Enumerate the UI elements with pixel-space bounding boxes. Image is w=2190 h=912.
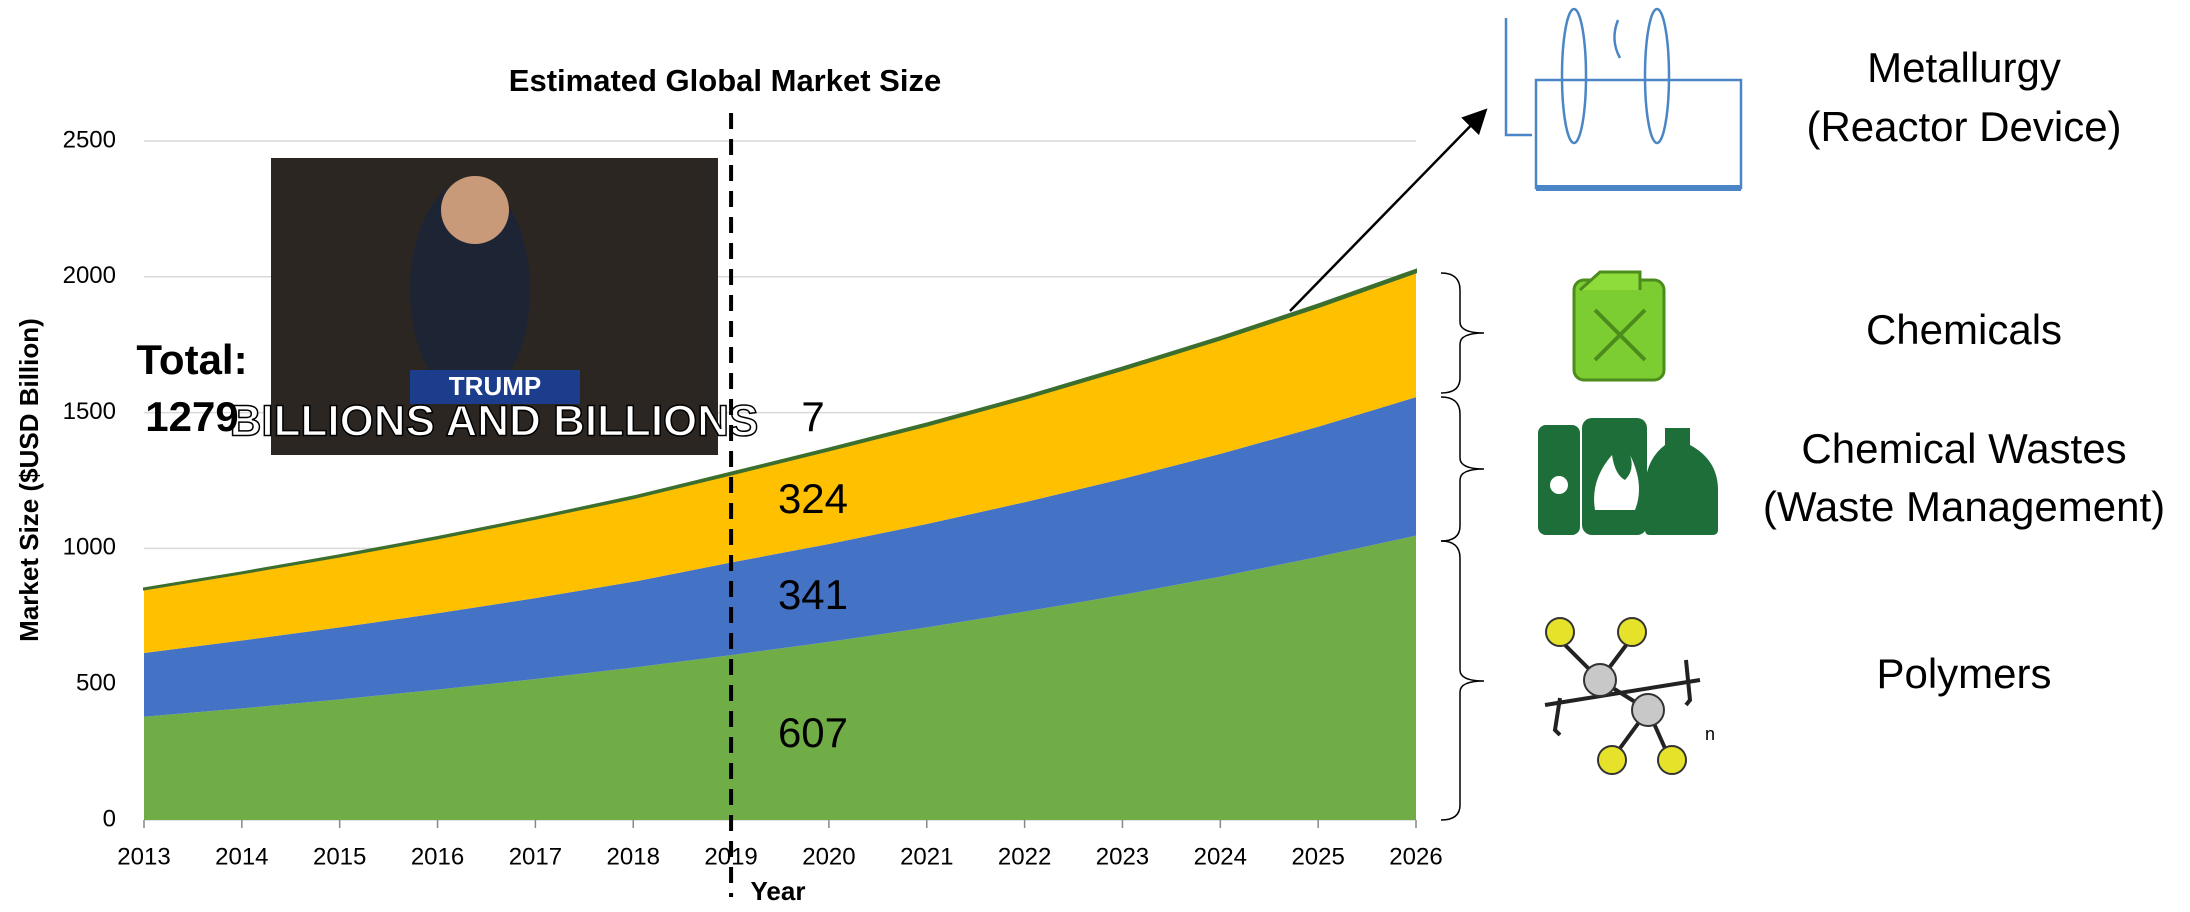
- legend-label: Metallurgy: [1867, 44, 2061, 91]
- image-figure: [410, 180, 530, 400]
- value-label: 324: [778, 475, 848, 522]
- atom: [1545, 617, 1575, 647]
- braces: [1440, 272, 1485, 821]
- x-tick-label: 2014: [215, 843, 268, 870]
- brace: [1440, 272, 1485, 394]
- y-tick-label: 500: [76, 670, 116, 697]
- arrow: [1289, 108, 1488, 312]
- x-tick-label: 2023: [1096, 843, 1149, 870]
- x-tick-label: 2013: [117, 843, 170, 870]
- subscript: n: [1705, 724, 1715, 744]
- area: [143, 268, 1417, 591]
- atom: [1583, 663, 1617, 697]
- legend-label: Polymers: [1876, 650, 2051, 697]
- flame: [1594, 455, 1639, 510]
- waste-icon: [1538, 418, 1718, 535]
- legend-label: Chemical Wastes: [1801, 425, 2126, 472]
- y-tick-label: 2000: [63, 262, 116, 289]
- areas: [143, 268, 1417, 820]
- brace: [1440, 396, 1485, 542]
- reactor-disk: [1643, 7, 1671, 145]
- reactor-arrow: [1613, 19, 1622, 59]
- bracket: [1552, 697, 1562, 737]
- chart-title: Estimated Global Market Size: [509, 63, 941, 98]
- total-label: Total:: [136, 336, 247, 383]
- atom: [1631, 693, 1665, 727]
- x-tick-label: 2026: [1389, 843, 1442, 870]
- atom: [1617, 617, 1647, 647]
- reactor-icon: [1504, 7, 1743, 191]
- total-value: 1279: [145, 393, 238, 440]
- skull: [1550, 476, 1568, 494]
- x-tick-label: 2024: [1194, 843, 1247, 870]
- atom: [1597, 745, 1627, 775]
- x-tick-label: 2020: [802, 843, 855, 870]
- value-label: 607: [778, 709, 848, 756]
- brace: [1440, 540, 1485, 821]
- y-axis-label: Market Size ($USD Billion): [14, 318, 44, 642]
- x-tick-label: 2021: [900, 843, 953, 870]
- value-label: 7: [801, 393, 824, 440]
- legend-note: (Reactor Device): [1806, 103, 2121, 150]
- image-podium: [410, 370, 580, 404]
- y-tick-label: 1000: [63, 534, 116, 561]
- jerrycan-icon: [1572, 270, 1666, 382]
- image-sign: TRUMP: [449, 371, 541, 401]
- x-tick-label: 2016: [411, 843, 464, 870]
- y-tick-label: 0: [103, 805, 116, 832]
- can-mark: [1593, 308, 1647, 362]
- bracket: [1684, 659, 1693, 707]
- x-tick-label: 2015: [313, 843, 366, 870]
- x-axis-label: Year: [751, 876, 806, 906]
- area: [144, 535, 1416, 820]
- x-tick-label: 2022: [998, 843, 1051, 870]
- legend: Polymers Chemical Wastes (Waste Management…: [1763, 44, 2165, 697]
- x-tick-label: 2025: [1291, 843, 1344, 870]
- polymer-icon: n: [1544, 617, 1715, 775]
- reactor-disk: [1560, 7, 1588, 145]
- meme-image: TRUMP BILLIONS AND BILLIONS: [229, 158, 759, 455]
- y-tick-label: 2500: [63, 126, 116, 153]
- value-label: 341: [778, 571, 848, 618]
- can-body: [1572, 278, 1666, 382]
- can-top: [1578, 270, 1642, 292]
- area: [144, 397, 1416, 717]
- x-tick-label: 2018: [607, 843, 660, 870]
- image-caption: BILLIONS AND BILLIONS: [230, 397, 759, 446]
- bottle: [1645, 428, 1718, 535]
- image-head: [441, 176, 509, 244]
- x-tick-label: 2017: [509, 843, 562, 870]
- legend-note: (Waste Management): [1763, 483, 2165, 530]
- labels: 607 341 324 7: [778, 393, 848, 756]
- y-tick-label: 1500: [63, 398, 116, 425]
- atom: [1657, 745, 1687, 775]
- legend-label: Chemicals: [1866, 306, 2062, 353]
- reactor-pipe: [1504, 18, 1532, 137]
